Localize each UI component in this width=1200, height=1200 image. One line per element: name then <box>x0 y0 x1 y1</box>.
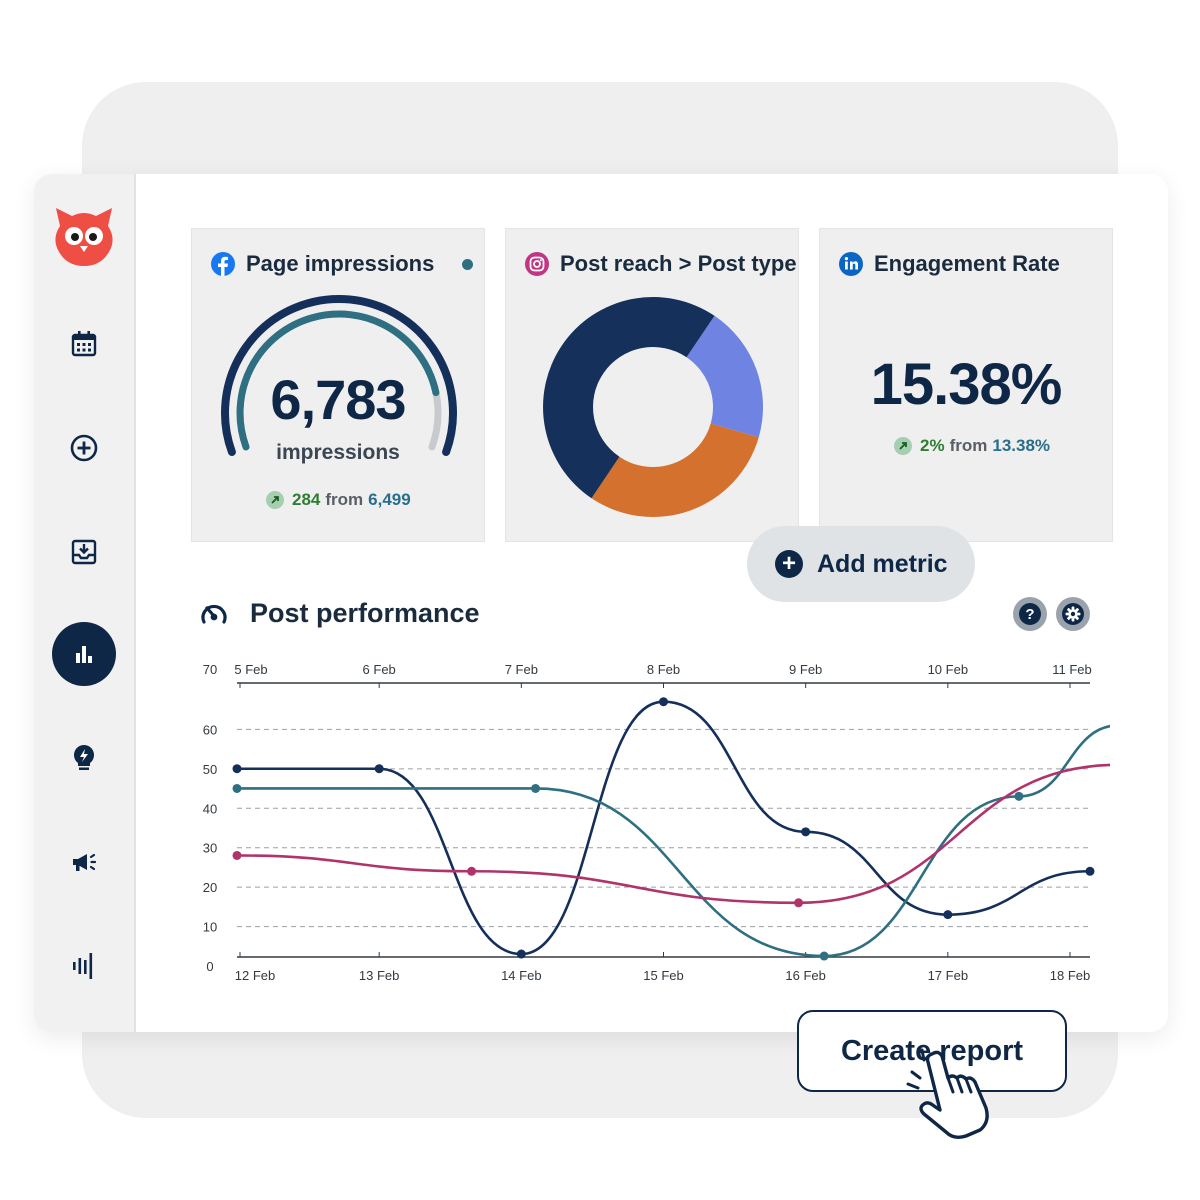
sidebar <box>34 174 136 1032</box>
engagement-value: 15.38% <box>870 352 1063 417</box>
trend-up-icon <box>894 437 912 455</box>
lightbulb-icon <box>74 745 94 770</box>
donut-slice-1[interactable] <box>686 315 763 438</box>
sidebar-item-listening[interactable] <box>52 934 116 998</box>
series-point-1[interactable] <box>1085 866 1095 876</box>
page-impressions-card[interactable]: Page impressions 6,783 impressions 284 f… <box>191 228 485 542</box>
pointer-hand-icon <box>906 1048 989 1140</box>
y-tick-label: 0 <box>206 959 213 974</box>
trend-change: 284 <box>292 490 321 509</box>
series-line-3[interactable] <box>236 763 1110 905</box>
bottom-x-label: 12 Feb <box>235 968 275 983</box>
series-point-2[interactable] <box>1014 791 1024 801</box>
post-performance-chart: 0 10 20 30 40 50 60 70 5 Feb 6 Feb 7 Feb 8 Feb 9 Feb… <box>203 662 1110 983</box>
series-point-3[interactable] <box>467 866 477 876</box>
y-tick-label: 60 <box>203 722 217 737</box>
y-tick-label: 70 <box>203 662 217 677</box>
donut-slice-3[interactable] <box>543 297 715 499</box>
post-reach-card[interactable]: Post reach > Post type <box>505 228 799 542</box>
series-point-1[interactable] <box>516 949 526 959</box>
engagement-trend: 2% from 13.38% <box>894 436 1050 456</box>
post-type-donut <box>543 297 763 517</box>
y-tick-label: 10 <box>203 920 217 935</box>
add-metric-button[interactable]: + Add metric <box>747 526 975 602</box>
impressions-value: 6,783 <box>270 368 406 431</box>
sidebar-item-inbox[interactable] <box>52 520 116 584</box>
trend-word: from <box>325 490 364 509</box>
top-x-label: 10 Feb <box>928 662 968 677</box>
question-icon: ? <box>1019 603 1041 625</box>
top-x-label: 9 Feb <box>789 662 822 677</box>
series-point-1[interactable] <box>232 764 242 774</box>
trend-change: 2% <box>920 436 945 455</box>
card-title: Page impressions <box>246 251 435 276</box>
megaphone-icon <box>73 853 97 871</box>
trend-previous: 6,499 <box>368 490 411 509</box>
impressions-gauge <box>221 294 457 456</box>
bottom-x-label: 17 Feb <box>928 968 968 983</box>
post-performance-title: Post performance <box>250 598 480 628</box>
top-x-label: 11 Feb <box>1052 662 1092 677</box>
series-line-1[interactable] <box>237 700 1091 956</box>
series-point-3[interactable] <box>794 898 804 908</box>
settings-button[interactable] <box>1056 597 1090 631</box>
series-point-2[interactable] <box>531 783 541 793</box>
series-point-3[interactable] <box>232 850 242 860</box>
linkedin-icon <box>839 252 863 276</box>
top-x-label: 6 Feb <box>363 662 396 677</box>
status-dot <box>462 258 474 270</box>
y-tick-label: 20 <box>203 880 217 895</box>
card-title: Engagement Rate <box>874 251 1060 276</box>
bottom-x-label: 18 Feb <box>1050 968 1090 983</box>
bottom-x-label: 15 Feb <box>643 968 683 983</box>
add-metric-label: Add metric <box>817 549 948 578</box>
sidebar-item-analytics[interactable] <box>52 622 116 686</box>
trend-word: from <box>949 436 988 455</box>
calendar-icon <box>71 331 97 357</box>
bottom-x-label: 16 Feb <box>785 968 825 983</box>
series-line-2[interactable] <box>237 724 1110 958</box>
bars-icon <box>73 953 93 979</box>
series-point-1[interactable] <box>801 827 811 837</box>
top-x-label: 8 Feb <box>647 662 680 677</box>
series-point-2[interactable] <box>819 951 829 961</box>
plus-circle-icon <box>70 434 98 462</box>
series-point-1[interactable] <box>659 697 668 707</box>
bottom-x-label: 13 Feb <box>359 968 399 983</box>
donut-slice-2[interactable] <box>591 423 759 517</box>
series-point-2[interactable] <box>232 783 242 793</box>
y-tick-label: 50 <box>203 762 217 777</box>
plus-icon: + <box>775 550 803 578</box>
series-point-1[interactable] <box>374 764 384 774</box>
trend-previous: 13.38% <box>992 436 1051 455</box>
instagram-icon <box>525 252 549 276</box>
sidebar-item-compose[interactable] <box>52 416 116 480</box>
impressions-unit: impressions <box>276 441 400 464</box>
y-tick-label: 30 <box>203 841 217 856</box>
owl-logo-icon <box>55 208 113 266</box>
performance-icon <box>201 604 227 624</box>
trend-up-icon <box>266 491 284 509</box>
y-tick-label: 40 <box>203 801 217 816</box>
sidebar-item-insights[interactable] <box>52 726 116 790</box>
analytics-icon <box>76 646 92 663</box>
top-x-label: 5 Feb <box>234 662 267 677</box>
sidebar-item-advertise[interactable] <box>52 830 116 894</box>
series-point-1[interactable] <box>943 910 953 920</box>
bottom-x-label: 14 Feb <box>501 968 541 983</box>
sidebar-item-calendar[interactable] <box>52 312 116 376</box>
top-x-label: 7 Feb <box>505 662 538 677</box>
engagement-rate-card[interactable]: Engagement Rate 15.38% 2% from 13.38% <box>819 228 1113 542</box>
impressions-trend: 284 from 6,499 <box>266 490 411 510</box>
gear-icon <box>1062 603 1084 625</box>
help-button[interactable]: ? <box>1013 597 1047 631</box>
card-title: Post reach > Post type <box>560 251 797 276</box>
inbox-icon <box>71 539 97 565</box>
facebook-icon <box>211 252 235 276</box>
